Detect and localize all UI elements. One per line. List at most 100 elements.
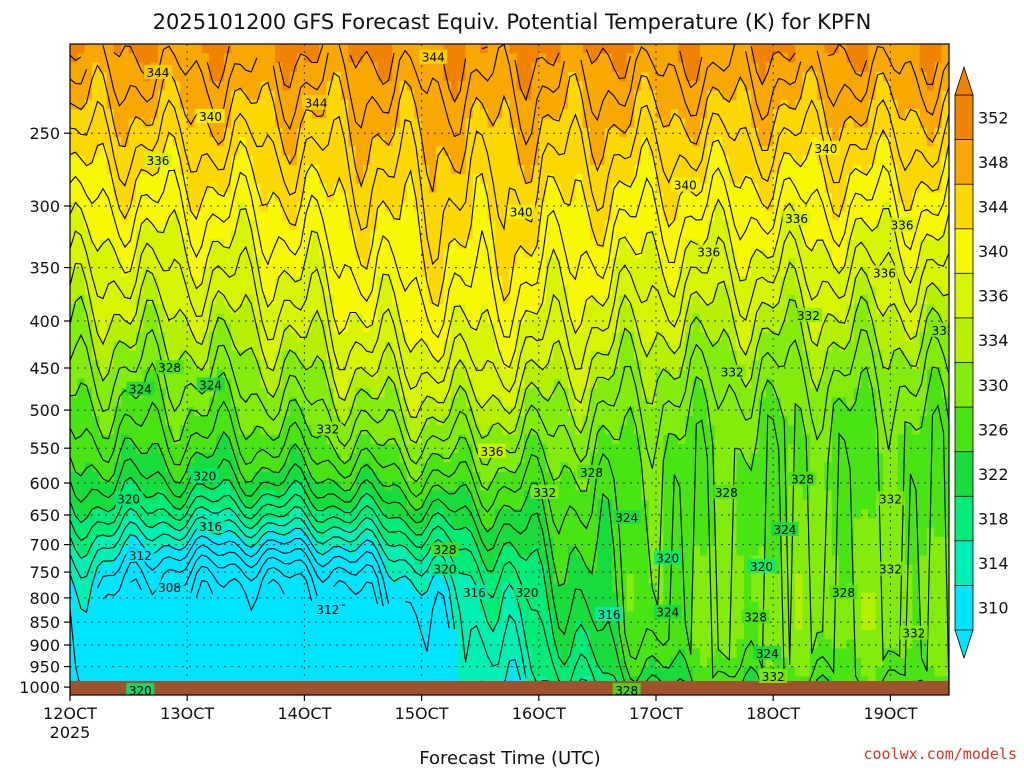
band-cell: [326, 183, 335, 194]
band-cell: [179, 183, 188, 194]
band-cell: [289, 564, 298, 575]
band-cell: [297, 518, 305, 529]
band-cell: [443, 239, 452, 250]
band-cell: [582, 620, 591, 631]
band-cell: [516, 629, 525, 640]
band-cell: [275, 127, 284, 138]
band-cell: [377, 536, 386, 547]
band-cell: [143, 350, 152, 361]
band-cell: [319, 378, 327, 389]
band-cell: [333, 620, 342, 631]
band-cell: [458, 174, 467, 185]
band-cell: [267, 536, 276, 547]
band-cell: [187, 341, 196, 352]
band-cell: [538, 583, 547, 594]
band-cell: [194, 434, 203, 445]
band-cell: [216, 127, 225, 138]
band-cell: [128, 220, 137, 231]
band-cell: [157, 620, 166, 631]
band-cell: [370, 350, 379, 361]
band-cell: [319, 53, 327, 64]
band-cell: [143, 99, 152, 110]
band-cell: [238, 90, 247, 101]
band-cell: [194, 509, 203, 519]
band-cell: [91, 564, 100, 575]
band-cell: [465, 81, 474, 92]
band-cell: [231, 202, 240, 212]
band-cell: [121, 220, 130, 231]
band-cell: [502, 220, 511, 231]
band-cell: [531, 155, 540, 166]
band-cell: [406, 304, 415, 315]
band-cell: [406, 99, 415, 110]
band-cell: [524, 341, 533, 352]
band-cell: [363, 202, 371, 212]
band-cell: [231, 499, 240, 510]
band-cell: [282, 44, 291, 54]
band-cell: [70, 248, 78, 259]
band-cell: [502, 62, 511, 73]
band-cell: [113, 230, 122, 240]
band-cell: [560, 350, 569, 361]
band-cell: [201, 462, 210, 473]
band-cell: [113, 257, 122, 268]
band-cell: [165, 304, 174, 315]
band-cell: [84, 611, 93, 622]
band-cell: [172, 350, 181, 361]
band-cell: [392, 378, 401, 389]
band-cell: [406, 285, 415, 296]
band-cell: [304, 109, 313, 119]
band-cell: [319, 434, 327, 445]
band-cell: [355, 257, 364, 268]
band-cell: [91, 509, 100, 519]
band-cell: [304, 443, 313, 454]
band-cell: [245, 443, 254, 454]
band-cell: [406, 230, 415, 240]
band-cell: [341, 555, 349, 566]
band-cell: [84, 434, 93, 445]
band-cell: [135, 341, 144, 352]
band-cell: [494, 639, 503, 650]
band-cell: [216, 44, 225, 54]
band-cell: [450, 90, 459, 101]
band-cell: [297, 527, 305, 538]
band-cell: [231, 137, 240, 147]
band-cell: [179, 53, 188, 64]
band-cell: [91, 183, 100, 194]
band-cell: [187, 648, 196, 659]
band-cell: [275, 341, 284, 352]
band-cell: [216, 360, 225, 371]
band-cell: [238, 648, 247, 659]
band-cell: [113, 99, 122, 110]
band-cell: [70, 397, 78, 408]
band-cell: [267, 471, 276, 482]
band-cell: [553, 267, 562, 278]
band-cell: [560, 518, 569, 529]
band-cell: [99, 341, 108, 352]
band-cell: [150, 211, 159, 222]
band-cell: [480, 146, 489, 157]
band-cell: [231, 416, 240, 426]
band-cell: [421, 443, 430, 454]
band-cell: [494, 360, 503, 371]
band-cell: [348, 276, 357, 287]
band-cell: [187, 481, 196, 491]
band-cell: [113, 406, 122, 417]
band-cell: [150, 397, 159, 408]
band-cell: [582, 602, 591, 612]
band-cell: [421, 369, 430, 380]
band-cell: [582, 481, 591, 491]
band-cell: [524, 137, 533, 147]
band-cell: [77, 323, 86, 333]
band-cell: [487, 425, 496, 436]
band-cell: [245, 230, 254, 240]
band-cell: [348, 527, 357, 538]
band-cell: [560, 220, 569, 231]
band-cell: [275, 490, 284, 501]
band-cell: [121, 62, 130, 73]
band-cell: [377, 239, 386, 250]
band-cell: [546, 81, 555, 92]
band-cell: [516, 81, 525, 92]
band-cell: [99, 192, 108, 203]
band-cell: [531, 657, 540, 668]
